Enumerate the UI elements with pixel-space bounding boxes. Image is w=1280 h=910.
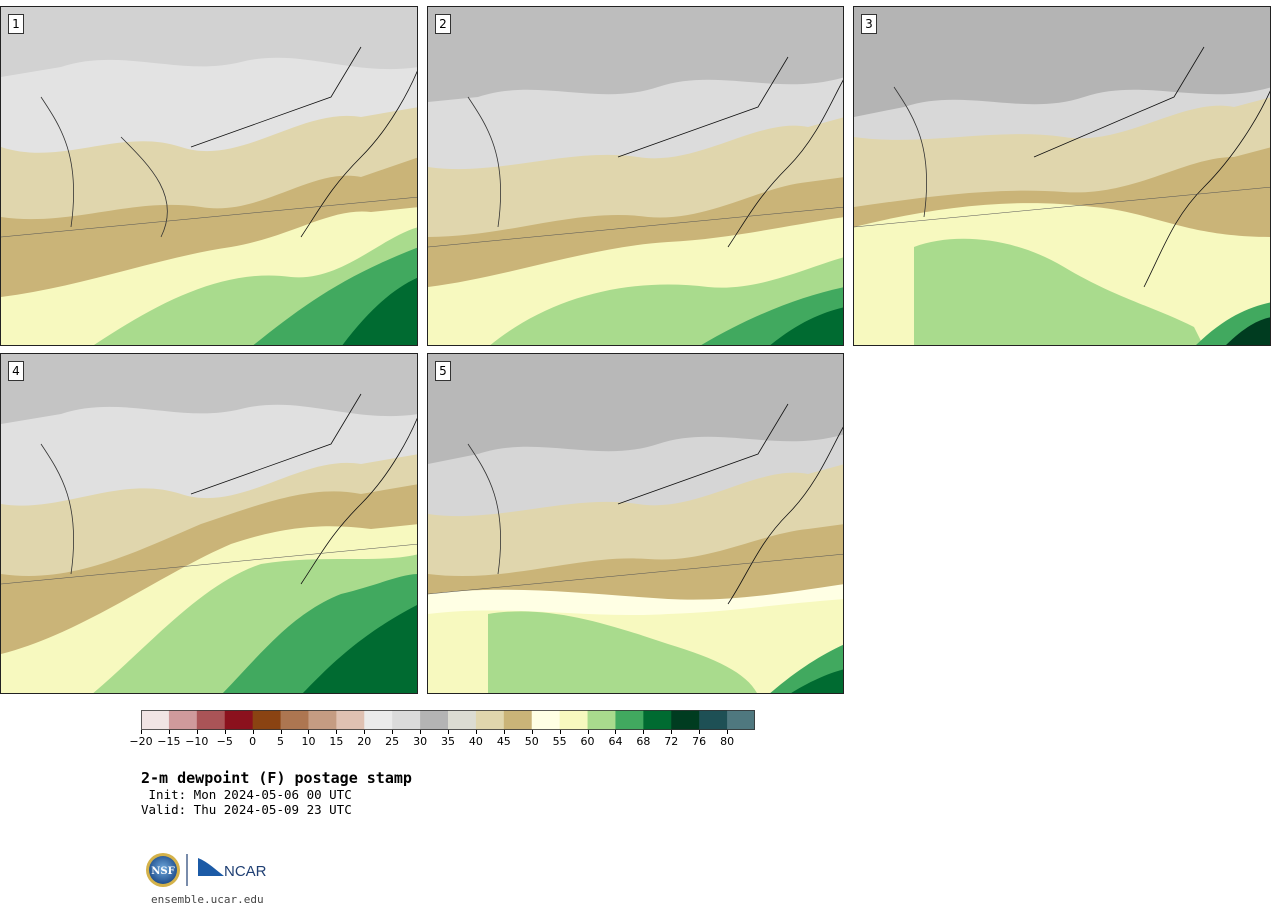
dewpoint-map [854, 7, 1270, 345]
colorbar-swatch [587, 710, 616, 730]
colorbar-swatch [364, 710, 393, 730]
colorbar-swatch [559, 710, 589, 730]
colorbar-tick-label: 5 [277, 735, 285, 748]
colorbar-tick-label: −10 [185, 735, 209, 748]
colorbar-tick-label: 80 [720, 735, 735, 748]
website-text: ensemble.ucar.edu [151, 893, 264, 906]
colorbar-tick-label: 68 [636, 735, 651, 748]
colorbar-ticks: −20 −15 −10 −5 0 5 10 15 20 25 30 35 40 45 50 55 60 64 68 7… [129, 730, 755, 750]
colorbar-tick-mark [168, 730, 170, 734]
colorbar-swatch [308, 710, 337, 730]
panel-number: 5 [435, 361, 451, 381]
colorbar-swatch [196, 710, 226, 730]
colorbar-tick-mark [475, 730, 477, 734]
colorbar-swatch [336, 710, 365, 730]
colorbar-tick-mark [224, 730, 226, 734]
colorbar-tick-mark [280, 730, 282, 734]
map-panel-2: 2 [427, 6, 844, 346]
colorbar-tick-mark [336, 730, 338, 734]
init-time: Init: Mon 2024-05-06 00 UTC [141, 787, 352, 802]
chart-title: 2-m dewpoint (F) postage stamp [141, 769, 412, 787]
colorbar-tick-label: 35 [441, 735, 455, 748]
colorbar-tick-mark [727, 730, 729, 734]
colorbar-swatch [448, 710, 477, 730]
colorbar-tick-mark [420, 730, 422, 734]
colorbar-swatch [699, 710, 728, 730]
colorbar-swatch [141, 710, 170, 730]
map-panel-3: 3 [853, 6, 1271, 346]
title-block: 2-m dewpoint (F) postage stamp Init: Mon… [141, 769, 412, 817]
colorbar-tick-mark [671, 730, 673, 734]
colorbar-tick-mark [615, 730, 617, 734]
panel-number: 1 [8, 14, 24, 34]
colorbar-tick-label: −5 [216, 735, 233, 748]
ncar-mark-icon [198, 858, 224, 876]
colorbar-tick-mark [196, 730, 198, 734]
colorbar-swatch [531, 710, 561, 730]
colorbar-swatch [671, 710, 700, 730]
colorbar-tick-mark [531, 730, 533, 734]
colorbar-swatch [503, 710, 533, 730]
dewpoint-map [1, 354, 417, 693]
colorbar-swatch [168, 710, 198, 730]
colorbar-swatch [420, 710, 449, 730]
colorbar-tick-label: −15 [157, 735, 181, 748]
colorbar-tick-mark [503, 730, 505, 734]
colorbar-tick-label: 72 [664, 735, 679, 748]
colorbar-tick-label: 30 [413, 735, 428, 748]
colorbar-tick-mark [252, 730, 254, 734]
valid-time: Valid: Thu 2024-05-09 23 UTC [141, 802, 352, 817]
colorbar-swatch [252, 710, 282, 730]
nsf-ncar-logo: NSF NCAR [146, 853, 267, 887]
colorbar-tick-mark [699, 730, 701, 734]
colorbar-tick-label: 64 [608, 735, 623, 748]
ncar-logo-text: NCAR [224, 863, 267, 880]
colorbar [141, 710, 755, 730]
colorbar-swatch [280, 710, 309, 730]
colorbar-swatch [392, 710, 421, 730]
panel-number: 2 [435, 14, 451, 34]
map-panel-1: 1 [0, 6, 418, 346]
map-panel-5: 5 [427, 353, 844, 694]
colorbar-tick-mark [364, 730, 366, 734]
colorbar-tick-mark [308, 730, 310, 734]
colorbar-tick-label: 50 [524, 735, 539, 748]
colorbar-tick-label: 10 [301, 735, 316, 748]
colorbar-swatch [643, 710, 672, 730]
colorbar-tick-label: 76 [692, 735, 707, 748]
colorbar-tick-mark [643, 730, 645, 734]
colorbar-tick-label: 0 [249, 735, 257, 748]
colorbar-tick-label: 25 [385, 735, 400, 748]
colorbar-swatch [475, 710, 505, 730]
colorbar-tick-label: −20 [129, 735, 153, 748]
colorbar-tick-label: 60 [580, 735, 595, 748]
panel-number: 4 [8, 361, 24, 381]
colorbar-tick-label: 45 [496, 735, 511, 748]
colorbar-tick-label: 20 [357, 735, 372, 748]
colorbar-tick-mark [392, 730, 394, 734]
colorbar-tick-mark [141, 730, 142, 734]
nsf-logo-text: NSF [151, 866, 174, 877]
colorbar-tick-label: 15 [329, 735, 344, 748]
dewpoint-map [428, 7, 843, 345]
colorbar-swatch [224, 710, 254, 730]
dewpoint-map [1, 7, 417, 345]
colorbar-tick-mark [587, 730, 589, 734]
colorbar-tick-mark [448, 730, 449, 734]
colorbar-tick-label: 55 [552, 735, 567, 748]
panel-number: 3 [861, 14, 877, 34]
colorbar-tick-mark [559, 730, 561, 734]
dewpoint-map [428, 354, 843, 693]
colorbar-swatch [727, 710, 755, 730]
map-panel-4: 4 [0, 353, 418, 694]
colorbar-swatch [615, 710, 644, 730]
colorbar-tick-label: 40 [468, 735, 483, 748]
